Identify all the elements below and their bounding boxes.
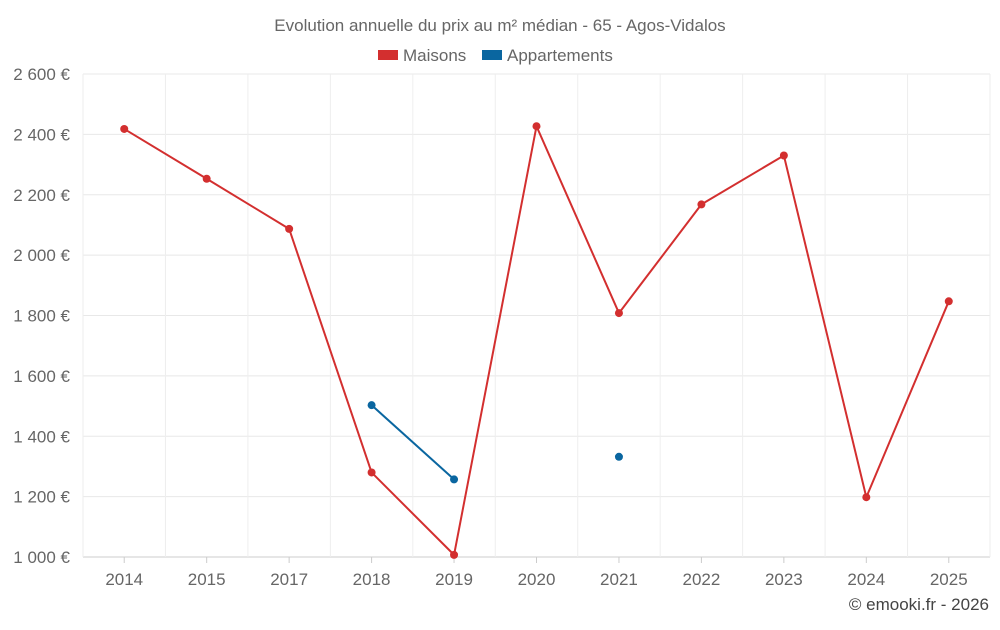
y-tick-label: 1 800 € <box>13 307 70 326</box>
data-point-maisons[interactable] <box>862 493 871 502</box>
grid <box>82 73 991 558</box>
data-point-maisons[interactable] <box>779 151 788 160</box>
legend-swatch-maisons <box>378 50 398 60</box>
y-tick-label: 1 000 € <box>13 548 70 567</box>
data-point-maisons[interactable] <box>367 468 376 477</box>
y-tick-label: 2 200 € <box>13 186 70 205</box>
legend-item-appartements[interactable]: Appartements <box>482 46 613 65</box>
y-tick-label: 2 000 € <box>13 246 70 265</box>
x-axis: 2014 2015 2017 2018 2019 2020 2021 2022 2023 2024… <box>105 557 968 589</box>
legend-swatch-appartements <box>482 50 502 60</box>
data-point-maisons[interactable] <box>944 297 953 306</box>
data-point-maisons[interactable] <box>614 309 623 318</box>
x-tick-label: 2015 <box>188 570 226 589</box>
x-tick-label: 2025 <box>930 570 968 589</box>
data-point-maisons[interactable] <box>450 550 459 559</box>
legend-label-appartements: Appartements <box>507 46 613 65</box>
data-point-maisons[interactable] <box>285 224 294 233</box>
footer-credit: © emooki.fr - 2026 <box>849 595 989 614</box>
x-tick-label: 2014 <box>105 570 143 589</box>
x-tick-label: 2023 <box>765 570 803 589</box>
chart-title: Evolution annuelle du prix au m² médian … <box>274 16 725 35</box>
data-point-appartements[interactable] <box>614 452 623 461</box>
series-layer <box>120 122 953 559</box>
data-point-appartements[interactable] <box>450 475 459 484</box>
x-tick-label: 2024 <box>847 570 885 589</box>
y-tick-label: 1 200 € <box>13 488 70 507</box>
x-tick-label: 2018 <box>353 570 391 589</box>
x-tick-label: 2017 <box>270 570 308 589</box>
data-point-maisons[interactable] <box>202 174 211 183</box>
data-point-maisons[interactable] <box>697 200 706 209</box>
data-point-maisons[interactable] <box>532 122 541 131</box>
y-tick-label: 2 400 € <box>13 125 70 144</box>
legend: Maisons Appartements <box>378 46 613 65</box>
y-tick-label: 1 400 € <box>13 427 70 446</box>
series-line-appartements <box>370 404 455 481</box>
y-axis: 1 000 € 1 200 € 1 400 € 1 600 € 1 800 € 2 000… <box>13 65 70 567</box>
x-tick-label: 2022 <box>682 570 720 589</box>
x-tick-label: 2020 <box>518 570 556 589</box>
y-tick-label: 1 600 € <box>13 367 70 386</box>
x-tick-label: 2021 <box>600 570 638 589</box>
data-point-maisons[interactable] <box>120 124 129 133</box>
legend-item-maisons[interactable]: Maisons <box>378 46 466 65</box>
data-point-appartements[interactable] <box>367 401 376 410</box>
x-tick-label: 2019 <box>435 570 473 589</box>
y-tick-label: 2 600 € <box>13 65 70 84</box>
legend-label-maisons: Maisons <box>403 46 466 65</box>
